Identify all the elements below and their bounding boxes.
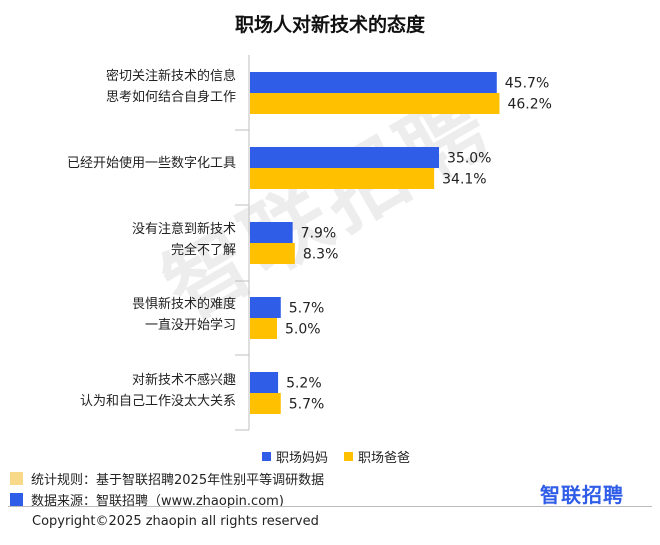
category-label-2-line-0: 没有注意到新技术 [131,222,236,237]
category-label-4-line-1: 认为和自己工作没太大关系 [79,394,236,409]
legend-swatch-mothers [262,452,271,461]
legend-label-fathers: 职场爸爸 [358,451,411,466]
data-label-series0-cat2: 7.9% [301,226,337,242]
legend-item-mothers: 职场妈妈 [262,447,328,466]
data-label-series1-cat4: 5.7% [289,397,325,413]
note-stat-rule-marker [10,472,23,485]
bar-series1-cat1 [250,168,435,189]
note-stat-rule: 统计规则：基于智联招聘2025年性别平等调研数据 [10,469,324,488]
note-data-source-text: 数据来源：智联招聘（www.zhaopin.com) [31,494,284,509]
data-label-series1-cat1: 34.1% [442,172,486,188]
category-label-2: 没有注意到新技术 完全不了解 [10,219,236,261]
category-label-2-line-1: 完全不了解 [170,243,236,258]
note-data-source-marker [10,493,23,506]
category-label-0-line-1: 思考如何结合自身工作 [105,90,236,105]
category-label-3: 畏惧新技术的难度 一直没开始学习 [10,294,236,336]
legend: 职场妈妈 职场爸爸 [262,447,410,466]
bar-series0-cat1 [250,147,439,168]
category-label-4-line-0: 对新技术不感兴趣 [131,373,236,388]
note-data-source: 数据来源：智联招聘（www.zhaopin.com) [10,490,284,509]
bar-series1-cat3 [250,318,277,339]
category-label-0-line-0: 密切关注新技术的信息 [105,69,236,84]
note-stat-rule-text: 统计规则：基于智联招聘2025年性别平等调研数据 [31,473,325,488]
footer-divider [8,506,652,507]
chart-title: 职场人对新技术的态度 [234,14,425,36]
data-label-series0-cat4: 5.2% [286,376,322,392]
category-label-4: 对新技术不感兴趣 认为和自己工作没太大关系 [10,370,236,412]
bar-series0-cat4 [250,372,279,393]
bar-series0-cat2 [250,222,293,243]
bar-series1-cat0 [250,93,500,114]
legend-swatch-fathers [344,452,354,461]
copyright-text: Copyright©2025 zhaopin all rights reserv… [32,514,319,529]
category-label-0: 密切关注新技术的信息 思考如何结合自身工作 [10,66,236,108]
data-label-series1-cat2: 8.3% [303,247,339,263]
bar-series1-cat4 [250,393,281,414]
data-label-series0-cat0: 45.7% [505,76,549,92]
data-label-series1-cat0: 46.2% [507,97,551,113]
category-label-3-line-0: 畏惧新技术的难度 [131,297,236,312]
brand-logo: 智联招聘 [540,483,624,507]
data-label-series1-cat3: 5.0% [285,322,321,338]
legend-item-fathers: 职场爸爸 [344,447,410,466]
legend-label-mothers: 职场妈妈 [276,451,329,466]
category-label-3-line-1: 一直没开始学习 [144,318,236,333]
bar-series0-cat0 [250,72,497,93]
bar-series0-cat3 [250,297,281,318]
data-label-series0-cat3: 5.7% [289,301,325,317]
bar-series1-cat2 [250,243,295,264]
category-label-1-line-0: 已经开始使用一些数字化工具 [66,156,236,171]
data-label-series0-cat1: 35.0% [447,151,491,167]
category-label-1: 已经开始使用一些数字化工具 [10,153,236,174]
